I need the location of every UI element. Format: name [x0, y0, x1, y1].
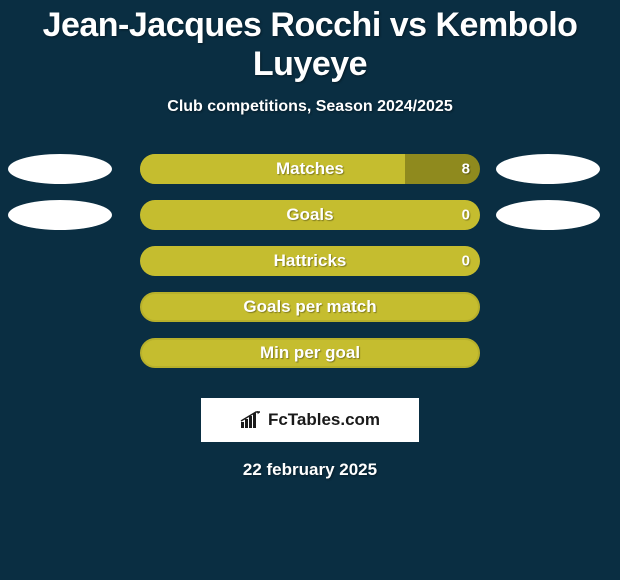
brand-text: FcTables.com	[268, 410, 380, 430]
stat-bar: Hattricks 0	[140, 246, 480, 276]
brand-badge: FcTables.com	[201, 398, 419, 442]
stat-value: 0	[462, 253, 470, 270]
stat-bar: Matches 8	[140, 154, 480, 184]
stat-row: Goals 0	[0, 200, 620, 230]
stat-bar: Goals 0	[140, 200, 480, 230]
player-left-marker	[8, 200, 112, 230]
stat-rows: Matches 8 Goals 0 Hattricks 0 Goals per match M…	[0, 154, 620, 368]
stat-row: Min per goal	[0, 338, 620, 368]
stat-bar: Min per goal	[140, 338, 480, 368]
stat-bar-segment	[140, 154, 405, 184]
stat-label: Min per goal	[260, 343, 360, 363]
stat-row: Matches 8	[0, 154, 620, 184]
stat-row: Hattricks 0	[0, 246, 620, 276]
comparison-infographic: Jean-Jacques Rocchi vs Kembolo Luyeye Cl…	[0, 0, 620, 580]
stat-label: Matches	[276, 159, 344, 179]
stat-label: Goals	[286, 205, 333, 225]
stat-label: Hattricks	[274, 251, 347, 271]
player-right-marker	[496, 200, 600, 230]
bar-chart-icon	[240, 411, 262, 429]
player-left-marker	[8, 154, 112, 184]
player-right-marker	[496, 154, 600, 184]
stat-value: 0	[462, 207, 470, 224]
subtitle: Club competitions, Season 2024/2025	[0, 98, 620, 116]
stat-value: 8	[462, 161, 470, 178]
stat-label: Goals per match	[243, 297, 376, 317]
page-title: Jean-Jacques Rocchi vs Kembolo Luyeye	[0, 0, 620, 84]
stat-row: Goals per match	[0, 292, 620, 322]
date-text: 22 february 2025	[0, 460, 620, 480]
stat-bar: Goals per match	[140, 292, 480, 322]
